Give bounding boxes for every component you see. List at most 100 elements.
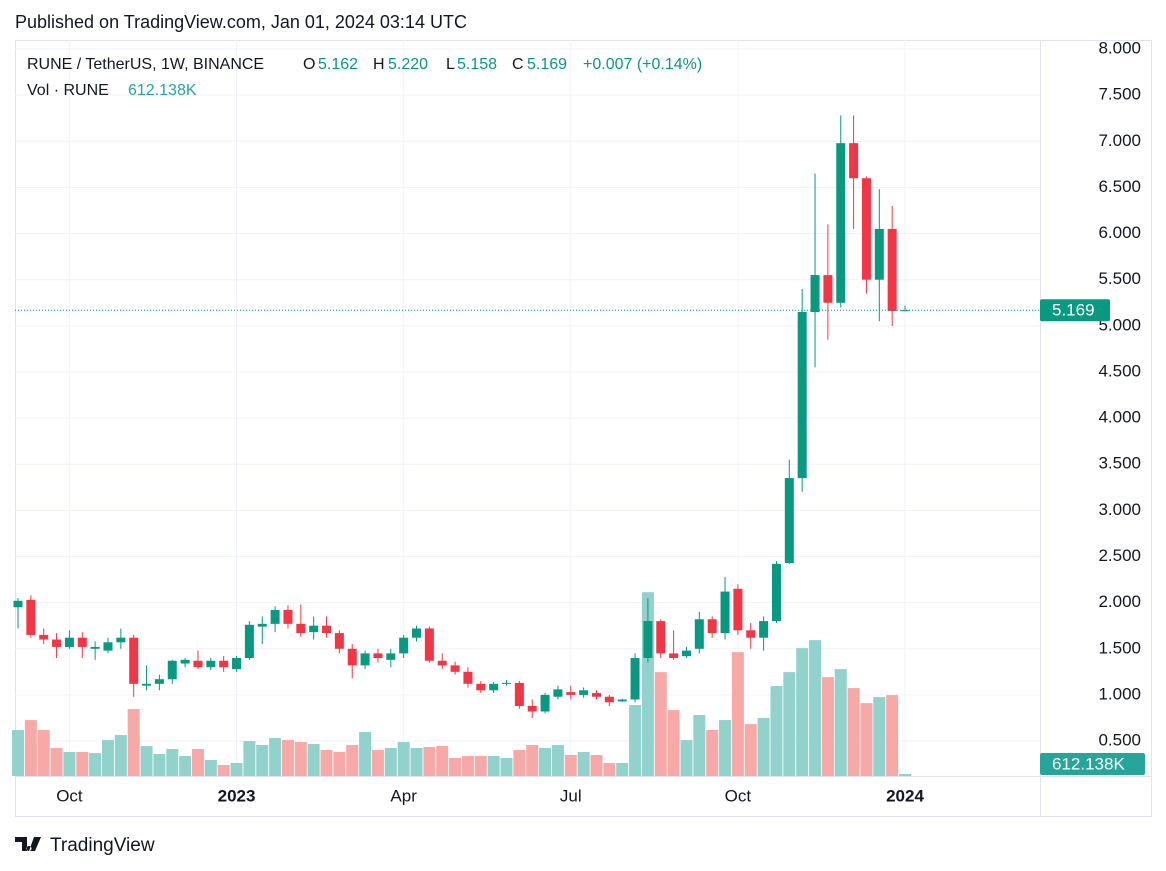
candle-body — [669, 653, 679, 658]
volume-bar — [294, 742, 307, 776]
last-volume-label: 612.138K — [1052, 754, 1125, 773]
candle-body — [154, 679, 164, 684]
ohlc-key: L — [446, 56, 455, 73]
x-tick-label: Oct — [56, 786, 83, 805]
volume-bar — [744, 724, 757, 776]
x-tick-label: Jul — [560, 786, 582, 805]
volume-bar — [847, 688, 860, 776]
volume-bar — [449, 758, 462, 776]
ohlc-key: H — [373, 56, 385, 73]
candle-body — [167, 660, 177, 680]
candle-body — [26, 599, 36, 635]
volume-bar — [667, 710, 680, 776]
volume-bar — [230, 763, 243, 776]
candle-body — [412, 628, 422, 638]
candle-body — [386, 653, 396, 660]
volume-bar — [114, 735, 127, 776]
candle-body — [399, 637, 409, 654]
volume-bar — [243, 741, 256, 776]
candle-body — [784, 478, 794, 563]
candle-body — [424, 628, 434, 661]
candle-body — [604, 696, 614, 703]
candle-body — [514, 682, 524, 706]
volume-bar — [384, 748, 397, 776]
candle-body — [270, 610, 280, 624]
candle-body — [810, 275, 820, 312]
symbol: RUNE / TetherUS, 1W, BINANCE — [27, 56, 264, 73]
change: +0.007 (+0.14%) — [583, 56, 702, 73]
volume-bar — [50, 748, 63, 776]
volume-bar — [770, 686, 783, 776]
candle-body — [77, 637, 87, 647]
candle-body — [180, 659, 190, 664]
candle-body — [244, 624, 254, 658]
candle-body — [849, 143, 859, 179]
candle-body — [129, 637, 139, 684]
volume-bar — [89, 753, 102, 776]
y-tick-label: 3.000 — [1098, 500, 1141, 519]
candle-body — [887, 228, 897, 312]
candle-body — [103, 642, 113, 651]
volume-bar — [834, 669, 847, 776]
volume-bar — [873, 697, 886, 776]
volume-bar — [371, 750, 384, 776]
volume-bar — [796, 648, 809, 776]
y-tick-label: 6.500 — [1098, 177, 1141, 196]
candle-body — [309, 625, 319, 633]
candle-body — [643, 621, 653, 658]
volume-bar — [500, 758, 513, 776]
candle-body — [823, 275, 833, 303]
candle-body — [463, 671, 473, 684]
chart-frame — [15, 40, 1152, 817]
y-tick-label: 7.000 — [1098, 131, 1141, 150]
candle-body — [553, 689, 563, 697]
candle-body — [296, 623, 306, 634]
candle-body — [502, 682, 512, 684]
candle-body — [759, 621, 769, 638]
volume-bar — [307, 744, 320, 776]
volume-bar — [423, 747, 436, 776]
volume-bar — [76, 752, 89, 776]
volume-bar — [269, 738, 282, 776]
candle-body — [771, 563, 781, 622]
candle-body — [232, 657, 242, 670]
volume-bar — [191, 749, 204, 776]
candle-body — [116, 637, 126, 643]
y-tick-label: 2.500 — [1098, 546, 1141, 565]
y-tick-label: 3.500 — [1098, 454, 1141, 473]
candle-body — [373, 653, 383, 658]
candle-body — [322, 625, 332, 634]
candle-body — [836, 143, 846, 303]
candle-body — [733, 588, 743, 631]
volume-bar — [359, 732, 372, 776]
volume-bar — [320, 750, 333, 776]
candle-body — [746, 630, 756, 638]
volume-name: Vol · RUNE — [27, 82, 109, 99]
candle-body — [257, 623, 267, 627]
candle-body — [900, 310, 910, 312]
y-tick-label: 7.500 — [1098, 85, 1141, 104]
volume-bar — [37, 730, 50, 776]
candle-body — [527, 705, 537, 712]
volume-bar — [731, 652, 744, 776]
volume-value: 612.138K — [128, 82, 197, 99]
volume-bar — [436, 746, 449, 776]
volume-bar — [590, 755, 603, 776]
candle-body — [450, 665, 460, 672]
candle-body — [617, 699, 627, 702]
ohlc-value: 5.162 — [318, 56, 358, 73]
candle-body — [656, 621, 666, 654]
volume-bar — [551, 745, 564, 776]
ohlc-value: 5.169 — [527, 56, 567, 73]
volume-bar — [410, 748, 423, 776]
candle-body — [142, 683, 152, 686]
x-tick-label: Apr — [390, 786, 417, 805]
volume-bar — [821, 677, 834, 776]
volume-bar — [461, 756, 474, 776]
volume-bar — [757, 718, 770, 776]
candle-body — [39, 634, 49, 640]
candle-body — [283, 610, 293, 624]
volume-bar — [577, 752, 590, 776]
candle-body — [489, 683, 499, 691]
